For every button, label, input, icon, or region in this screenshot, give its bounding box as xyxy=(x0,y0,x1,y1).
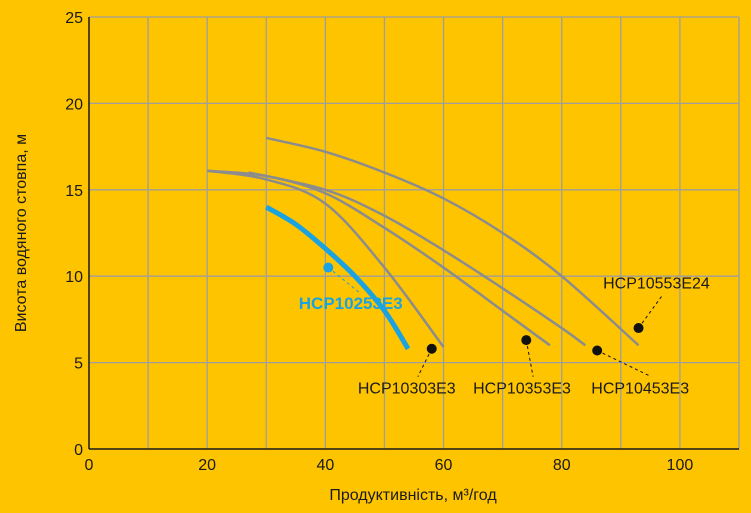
series-label-hcp10453e3: HCP10453E3 xyxy=(591,381,689,398)
grid xyxy=(89,16,740,449)
x-tick-label: 80 xyxy=(553,457,571,474)
y-tick-label: 20 xyxy=(65,96,83,113)
y-tick-label: 0 xyxy=(74,442,83,459)
y-tick-label: 5 xyxy=(74,356,83,373)
series-label-hcp10353e3: HCP10353E3 xyxy=(473,381,571,398)
x-tick-label: 20 xyxy=(198,457,216,474)
series-marker-hcp10303e3 xyxy=(426,343,437,354)
axes xyxy=(88,17,739,450)
series-label-hcp10253e3: HCP10253E3 xyxy=(299,294,403,313)
series-labels: HCP10253E3 HCP10303E3 HCP10353E3 HCP10453E3… xyxy=(299,262,710,398)
y-tick-label: 15 xyxy=(65,183,83,200)
leader-line-hcp10303e3 xyxy=(417,348,433,377)
x-tick-label: 100 xyxy=(667,457,694,474)
series-curve-hcp10353e3 xyxy=(207,169,551,347)
series-curve-hcp10553e24 xyxy=(265,136,640,347)
leader-line-hcp10453e3 xyxy=(596,350,652,378)
tick-labels: 0 20 40 60 80 100 0 5 10 15 20 25 xyxy=(65,10,693,474)
series-label-hcp10303e3: HCP10303E3 xyxy=(358,381,456,398)
series-marker-hcp10353e3 xyxy=(521,335,532,346)
series-marker-hcp10553e24 xyxy=(633,323,644,334)
series-marker-hcp10253e3 xyxy=(323,262,334,273)
leader-line-hcp10353e3 xyxy=(525,340,534,377)
x-axis-label: Продуктивність, м³/год xyxy=(329,487,497,504)
leader-line-hcp10553e24 xyxy=(638,294,664,329)
y-tick-label: 25 xyxy=(65,10,83,27)
series-curve-hcp10303e3 xyxy=(207,169,445,348)
x-tick-label: 60 xyxy=(435,457,453,474)
series-curve-hcp10253e3 xyxy=(265,204,411,351)
y-tick-label: 10 xyxy=(65,269,83,286)
leader-line-hcp10253e3 xyxy=(328,267,360,293)
x-tick-label: 40 xyxy=(316,457,334,474)
x-tick-label: 0 xyxy=(85,457,94,474)
y-axis-label: Висота водяного стовпа, м xyxy=(13,134,30,332)
series-curves xyxy=(207,136,640,351)
series-marker-hcp10453e3 xyxy=(592,345,603,356)
series-label-hcp10553e24: HCP10553E24 xyxy=(603,275,710,292)
series-curve-hcp10453e3 xyxy=(248,171,587,347)
